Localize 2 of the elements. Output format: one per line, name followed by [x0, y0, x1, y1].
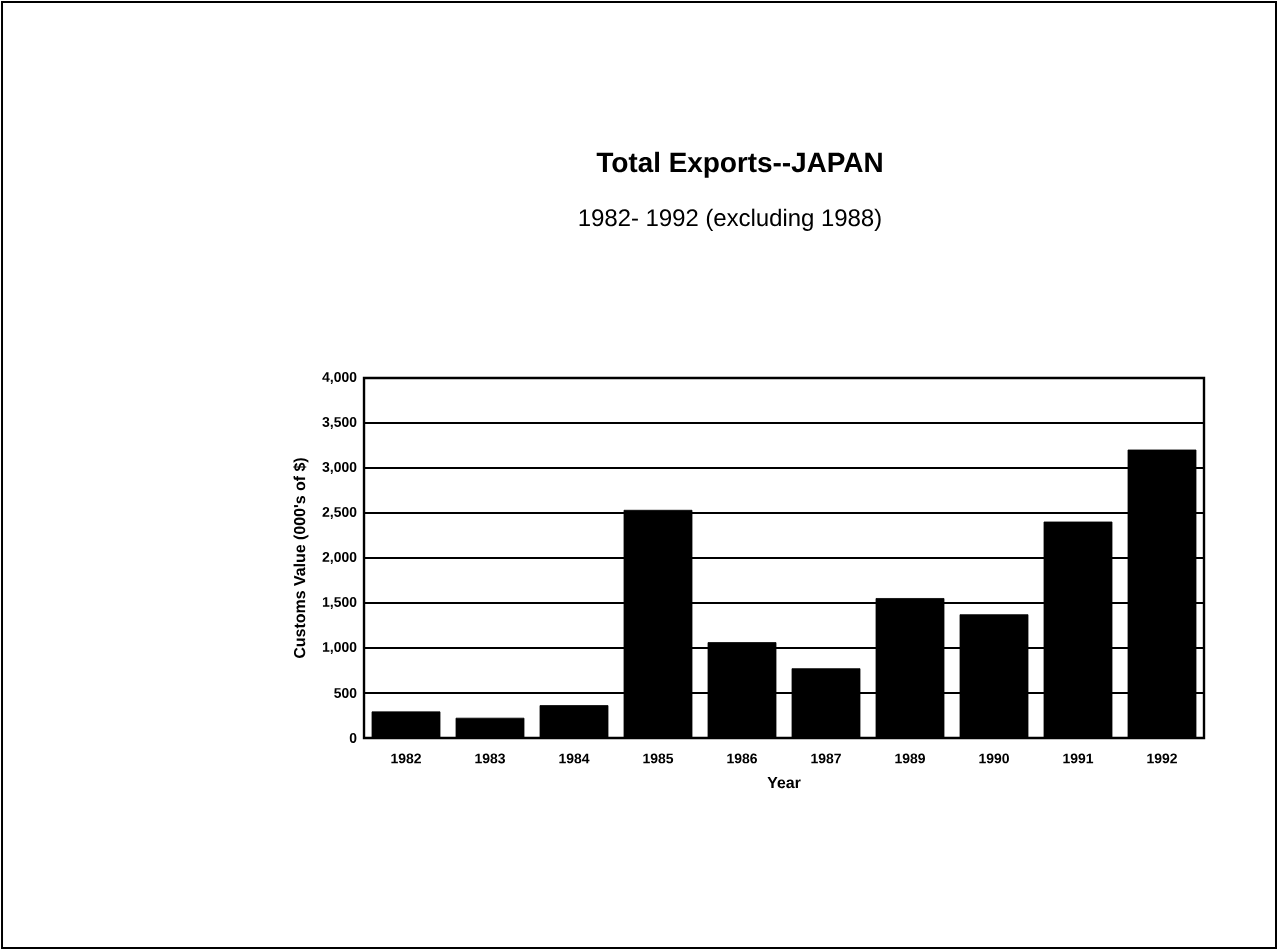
- chart-subtitle: 1982- 1992 (excluding 1988): [579, 208, 881, 231]
- chart-title: Total Exports--JAPAN: [596, 151, 882, 178]
